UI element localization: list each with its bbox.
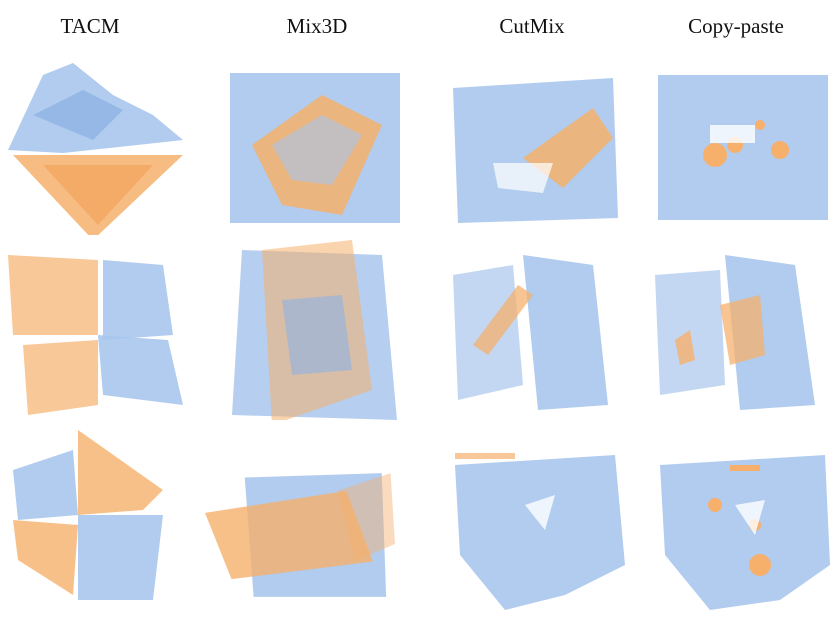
panel-mix3d-row1 — [222, 65, 412, 245]
point-cloud-mix3d-row3 — [205, 473, 395, 597]
panel-cutmix-row3 — [445, 440, 635, 620]
column-title-mix3d: Mix3D — [286, 14, 348, 38]
point-cloud-cutmix-row2 — [453, 255, 608, 410]
point-cloud-tacm-row2 — [8, 255, 183, 415]
panel-copy-paste-row2 — [650, 245, 831, 425]
panel-mix3d-row3 — [205, 445, 395, 625]
column-title-copy-paste: Copy-paste — [688, 14, 784, 38]
point-cloud-tacm-row3 — [13, 430, 163, 600]
panel-cutmix-row2 — [443, 245, 633, 425]
panel-cutmix-row1 — [443, 68, 633, 248]
panel-copy-paste-row3 — [650, 440, 831, 620]
point-cloud-mix3d-row1 — [230, 73, 400, 223]
point-cloud-copy-paste-row2 — [655, 255, 815, 410]
point-cloud-cutmix-row1 — [453, 78, 618, 223]
panel-mix3d-row2 — [222, 240, 412, 420]
column-title-tacm: TACM — [60, 14, 120, 38]
point-cloud-copy-paste-row3 — [660, 455, 830, 610]
point-cloud-tacm-row1 — [8, 63, 183, 235]
point-cloud-mix3d-row2 — [232, 240, 397, 420]
panel-tacm-row3 — [3, 430, 193, 610]
panel-tacm-row1 — [3, 55, 193, 235]
column-title-cutmix: CutMix — [499, 14, 565, 38]
panel-tacm-row2 — [3, 245, 193, 425]
point-cloud-cutmix-row3 — [455, 453, 625, 610]
panel-copy-paste-row1 — [650, 65, 831, 245]
point-cloud-copy-paste-row1 — [658, 75, 828, 220]
